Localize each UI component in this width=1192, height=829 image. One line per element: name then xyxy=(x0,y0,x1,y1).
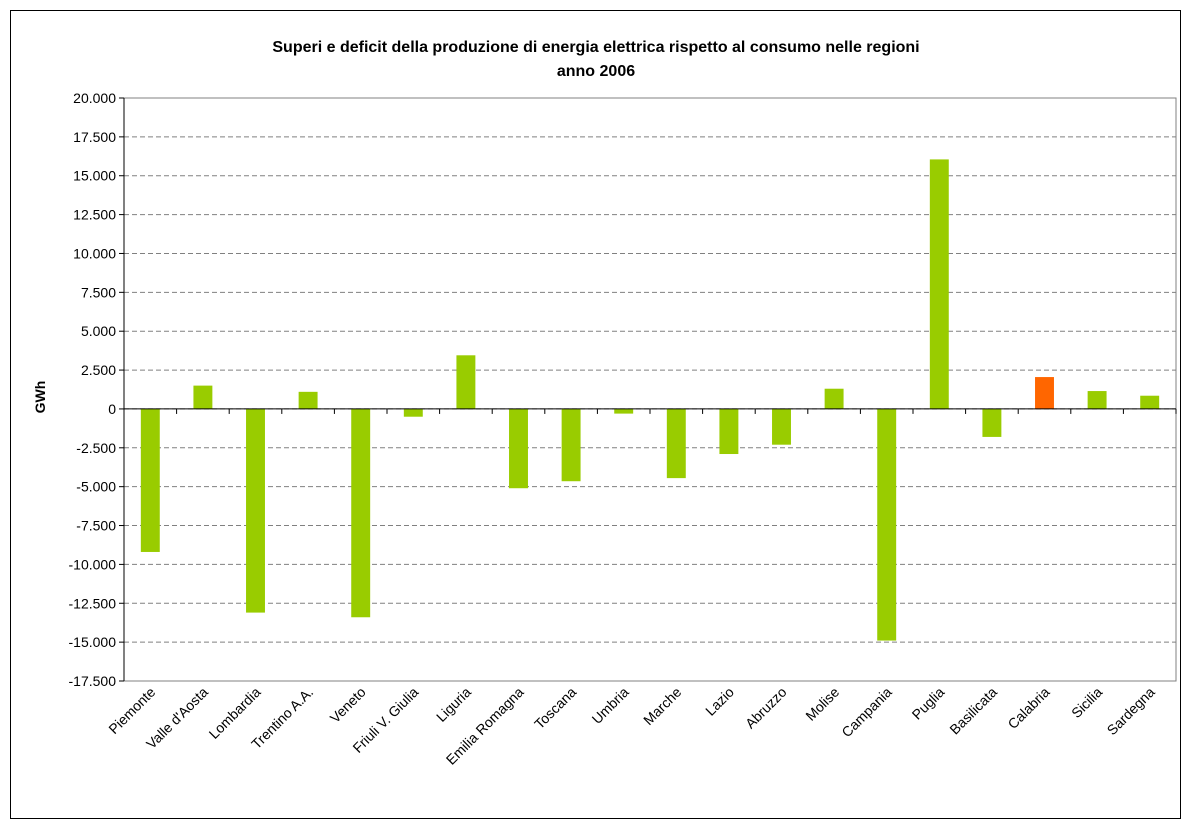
plot-area xyxy=(123,97,1177,682)
bar-marche xyxy=(666,408,686,479)
gridlines xyxy=(119,97,1177,682)
y-tick-label: 17.500 xyxy=(73,129,116,145)
bars xyxy=(124,159,1176,641)
bar-umbria xyxy=(614,408,634,414)
x-tick-label: Veneto xyxy=(327,684,369,726)
bar-piemonte xyxy=(140,408,160,552)
bar-trentino-a-a- xyxy=(298,391,318,409)
x-tick-label: Lazio xyxy=(702,684,737,719)
bar-sardegna xyxy=(1140,395,1160,409)
bar-valle-d-aosta xyxy=(193,385,213,409)
y-tick-label: -12.500 xyxy=(69,595,117,611)
bar-friuli-v-giulia xyxy=(403,408,423,417)
bar-veneto xyxy=(351,408,371,618)
y-tick-label: -10.000 xyxy=(69,556,117,572)
y-tick-label: -15.000 xyxy=(69,634,117,650)
bar-lazio xyxy=(719,408,739,455)
x-tick-label: Umbria xyxy=(589,684,632,727)
x-tick-label: Puglia xyxy=(909,684,948,723)
chart-subtitle: anno 2006 xyxy=(557,63,635,80)
y-tick-label: 15.000 xyxy=(73,168,116,184)
bar-basilicata xyxy=(982,408,1002,437)
bar-campania xyxy=(877,408,897,641)
y-axis-label: GWh xyxy=(32,381,48,414)
x-tick-label: Abruzzo xyxy=(742,684,790,732)
x-tick-label: Campania xyxy=(838,684,895,741)
y-tick-labels: 20.000 17.500 15.000 12.500 10.000 7.500 5.000… xyxy=(69,90,117,689)
y-tick-label: 2.500 xyxy=(81,362,116,378)
x-tick-label: Marche xyxy=(640,684,684,728)
bar-puglia xyxy=(929,159,949,409)
x-tick-label: Piemonte xyxy=(105,684,158,737)
bar-abruzzo xyxy=(772,408,791,445)
y-tick-label: 5.000 xyxy=(81,323,116,339)
x-tick-label: Basilicata xyxy=(946,684,1000,738)
bar-lombardia xyxy=(246,408,265,613)
bar-toscana xyxy=(561,408,581,482)
y-tick-label: -17.500 xyxy=(69,673,117,689)
bar-sicilia xyxy=(1087,391,1107,409)
x-tick-label: Calabria xyxy=(1004,684,1052,732)
bar-calabria xyxy=(1035,377,1054,409)
y-tick-label: -2.500 xyxy=(76,440,116,456)
x-tick-label: Molise xyxy=(802,684,842,724)
bar-emilia-romagna xyxy=(509,408,528,489)
y-tick-label: 10.000 xyxy=(73,245,116,261)
y-tick-label: -7.500 xyxy=(76,518,116,534)
x-tick-label: Liguria xyxy=(433,684,474,725)
chart-title: Superi e deficit della produzione di ene… xyxy=(272,39,919,56)
y-tick-label: 7.500 xyxy=(81,284,116,300)
y-tick-label: 12.500 xyxy=(73,207,116,223)
x-tick-label: Sicilia xyxy=(1068,684,1105,721)
y-tick-label: -5.000 xyxy=(76,479,116,495)
y-tick-label: 0 xyxy=(108,401,116,417)
x-tick-label: Toscana xyxy=(531,684,579,732)
bar-molise xyxy=(824,388,844,409)
y-tick-label: 20.000 xyxy=(73,90,116,106)
bar-liguria xyxy=(456,355,476,409)
x-tick-label: Sardegna xyxy=(1104,684,1158,738)
